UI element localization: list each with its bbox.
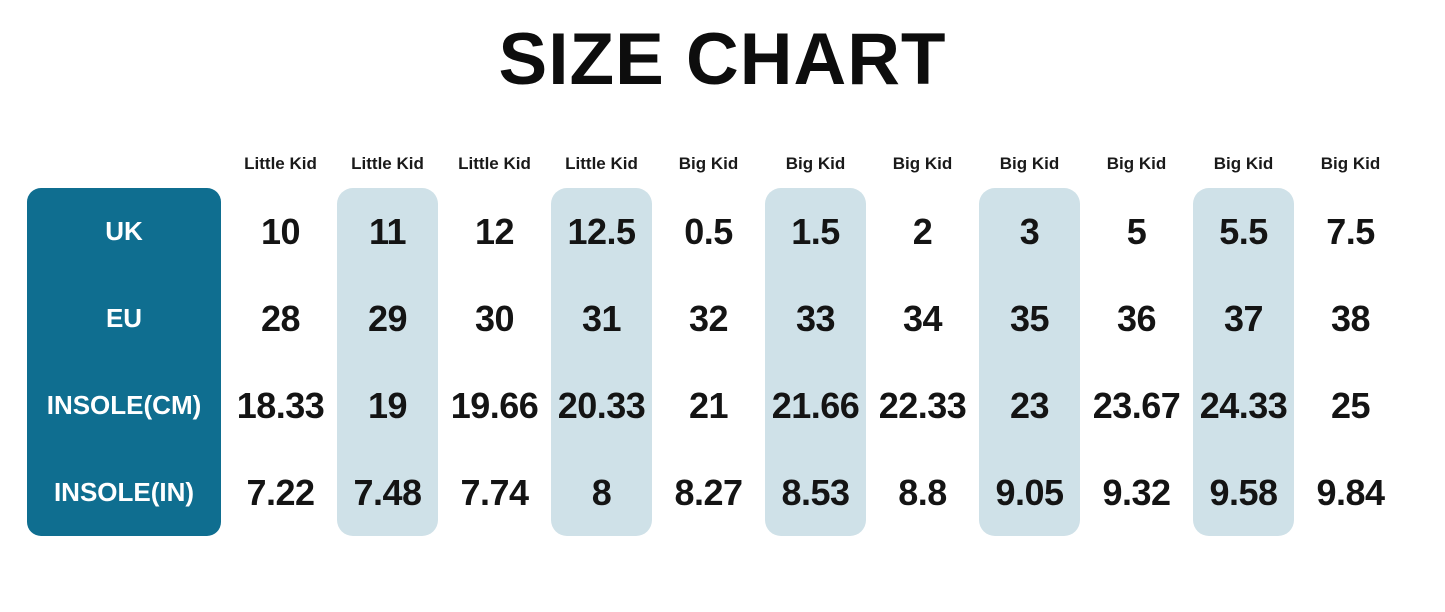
- insole-cm-value: 23.67: [1092, 384, 1181, 426]
- column-group-label: Big Kid: [999, 154, 1060, 174]
- row-labels-column: UK EU INSOLE(CM) INSOLE(IN): [27, 140, 221, 537]
- size-chart-table: UK EU INSOLE(CM) INSOLE(IN) Little Kid 1…: [27, 140, 1445, 537]
- row-labels-panel: UK EU INSOLE(CM) INSOLE(IN): [27, 188, 221, 537]
- size-column-7: Big Kid 2 34 22.33 8.8: [869, 140, 976, 536]
- column-body: 11 29 19 7.48: [337, 188, 438, 537]
- column-group-label: Big Kid: [1320, 154, 1381, 174]
- uk-size-value: 5: [1126, 210, 1147, 252]
- column-body: 10 28 18.33 7.22: [230, 188, 331, 536]
- eu-size-value: 35: [1009, 297, 1050, 339]
- header-spacer: [27, 140, 221, 188]
- size-column-6: Big Kid 1.5 33 21.66 8.53: [762, 140, 869, 537]
- column-body: 3 35 23 9.05: [979, 188, 1080, 537]
- uk-size-value: 0.5: [684, 210, 733, 252]
- insole-cm-value: 24.33: [1199, 384, 1288, 426]
- column-group-label: Big Kid: [892, 154, 953, 174]
- uk-size-value: 10: [260, 210, 301, 252]
- column-body: 0.5 32 21 8.27: [658, 188, 759, 536]
- column-body: 5 36 23.67 9.32: [1086, 188, 1187, 536]
- insole-in-value: 7.48: [353, 471, 422, 513]
- insole-cm-value: 19: [367, 384, 408, 426]
- column-group-label: Big Kid: [1106, 154, 1167, 174]
- size-column-5: Big Kid 0.5 32 21 8.27: [655, 140, 762, 536]
- size-column-9: Big Kid 5 36 23.67 9.32: [1083, 140, 1190, 536]
- size-column-2: Little Kid 11 29 19 7.48: [334, 140, 441, 537]
- size-column-1: Little Kid 10 28 18.33 7.22: [227, 140, 334, 536]
- insole-cm-value: 22.33: [878, 384, 967, 426]
- insole-in-value: 7.74: [460, 471, 529, 513]
- eu-size-value: 28: [260, 297, 301, 339]
- column-body: 2 34 22.33 8.8: [872, 188, 973, 536]
- eu-size-value: 29: [367, 297, 408, 339]
- column-group-label: Big Kid: [678, 154, 739, 174]
- insole-in-value: 8: [591, 471, 612, 513]
- column-body: 1.5 33 21.66 8.53: [765, 188, 866, 537]
- insole-in-value: 9.05: [995, 471, 1064, 513]
- uk-size-value: 2: [912, 210, 933, 252]
- column-group-label: Big Kid: [1213, 154, 1274, 174]
- column-body: 5.5 37 24.33 9.58: [1193, 188, 1294, 537]
- uk-size-value: 1.5: [791, 210, 840, 252]
- size-column-8: Big Kid 3 35 23 9.05: [976, 140, 1083, 537]
- insole-in-value: 9.32: [1102, 471, 1171, 513]
- column-group-label: Little Kid: [244, 154, 317, 174]
- insole-in-value: 7.22: [246, 471, 315, 513]
- column-group-label: Big Kid: [785, 154, 846, 174]
- uk-size-value: 12: [474, 210, 515, 252]
- size-column-3: Little Kid 12 30 19.66 7.74: [441, 140, 548, 536]
- uk-size-value: 7.5: [1326, 210, 1375, 252]
- insole-in-value: 9.58: [1209, 471, 1278, 513]
- insole-cm-value: 21: [688, 384, 729, 426]
- eu-size-value: 30: [474, 297, 515, 339]
- uk-size-value: 5.5: [1219, 210, 1268, 252]
- eu-size-value: 38: [1330, 297, 1371, 339]
- column-body: 7.5 38 25 9.84: [1300, 188, 1401, 536]
- column-group-label: Little Kid: [458, 154, 531, 174]
- uk-size-value: 12.5: [567, 210, 636, 252]
- eu-size-value: 33: [795, 297, 836, 339]
- row-label-uk: UK: [105, 216, 143, 247]
- column-body: 12.5 31 20.33 8: [551, 188, 652, 537]
- eu-size-value: 36: [1116, 297, 1157, 339]
- eu-size-value: 37: [1223, 297, 1264, 339]
- row-label-insole-cm: INSOLE(CM): [46, 390, 202, 421]
- insole-in-value: 9.84: [1316, 471, 1385, 513]
- insole-cm-value: 19.66: [450, 384, 539, 426]
- column-group-label: Little Kid: [565, 154, 638, 174]
- insole-in-value: 8.27: [674, 471, 743, 513]
- insole-cm-value: 18.33: [236, 384, 325, 426]
- insole-cm-value: 23: [1009, 384, 1050, 426]
- eu-size-value: 32: [688, 297, 729, 339]
- insole-in-value: 8.8: [898, 471, 947, 513]
- eu-size-value: 31: [581, 297, 622, 339]
- insole-in-value: 8.53: [781, 471, 850, 513]
- insole-cm-value: 21.66: [771, 384, 860, 426]
- insole-cm-value: 25: [1330, 384, 1371, 426]
- eu-size-value: 34: [902, 297, 943, 339]
- uk-size-value: 3: [1019, 210, 1040, 252]
- uk-size-value: 11: [368, 210, 407, 252]
- row-label-eu: EU: [105, 303, 143, 334]
- size-column-4: Little Kid 12.5 31 20.33 8: [548, 140, 655, 537]
- page-title: SIZE CHART: [498, 19, 947, 100]
- insole-cm-value: 20.33: [557, 384, 646, 426]
- size-column-10: Big Kid 5.5 37 24.33 9.58: [1190, 140, 1297, 537]
- row-label-insole-in: INSOLE(IN): [53, 477, 195, 508]
- size-column-11: Big Kid 7.5 38 25 9.84: [1297, 140, 1404, 536]
- column-body: 12 30 19.66 7.74: [444, 188, 545, 536]
- column-group-label: Little Kid: [351, 154, 424, 174]
